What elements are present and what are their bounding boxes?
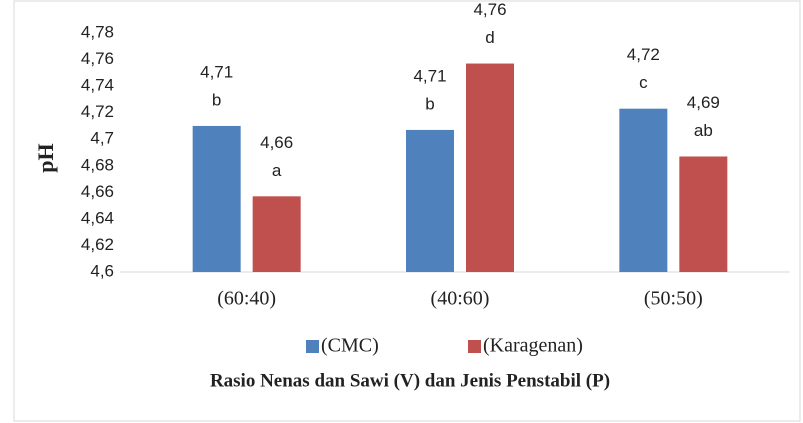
x-axis-title: Rasio Nenas dan Sawi (V) dan Jenis Penst… bbox=[210, 370, 610, 391]
y-tick-label: 4,74 bbox=[81, 76, 114, 95]
y-tick-label: 4,76 bbox=[81, 49, 114, 68]
significance-letter: c bbox=[639, 73, 648, 92]
bar bbox=[192, 125, 241, 272]
y-axis-title: pH bbox=[33, 143, 58, 172]
significance-letter: a bbox=[272, 161, 282, 180]
legend-swatch bbox=[468, 340, 481, 353]
x-tick-label: (50:50) bbox=[644, 288, 703, 310]
significance-letter: ab bbox=[694, 121, 713, 140]
legend-swatch bbox=[306, 340, 319, 353]
value-label: 4,71 bbox=[413, 66, 446, 85]
significance-letter: b bbox=[212, 90, 221, 109]
x-tick-label: (40:60) bbox=[431, 288, 490, 310]
y-tick-label: 4,6 bbox=[90, 261, 114, 280]
value-label: 4,69 bbox=[687, 93, 720, 112]
x-tick-label: (60:40) bbox=[217, 288, 276, 310]
y-tick-label: 4,7 bbox=[90, 129, 114, 148]
y-tick-label: 4,66 bbox=[81, 182, 114, 201]
y-tick-label: 4,68 bbox=[81, 155, 114, 174]
bar bbox=[406, 129, 454, 272]
bar bbox=[466, 63, 514, 273]
bar bbox=[619, 108, 668, 272]
y-tick-label: 4,64 bbox=[81, 208, 114, 227]
value-label: 4,72 bbox=[627, 45, 660, 64]
value-label: 4,66 bbox=[260, 133, 293, 152]
significance-letter: b bbox=[425, 94, 434, 113]
value-label: 4,71 bbox=[200, 62, 233, 81]
bar bbox=[679, 156, 728, 272]
legend-label: (CMC) bbox=[321, 335, 379, 357]
significance-letter: d bbox=[485, 28, 494, 47]
bar bbox=[252, 196, 301, 272]
y-tick-label: 4,62 bbox=[81, 235, 114, 254]
y-tick-label: 4,78 bbox=[81, 22, 114, 41]
value-label: 4,76 bbox=[473, 0, 506, 19]
legend-label: (Karagenan) bbox=[483, 335, 583, 357]
y-tick-label: 4,72 bbox=[81, 102, 114, 121]
